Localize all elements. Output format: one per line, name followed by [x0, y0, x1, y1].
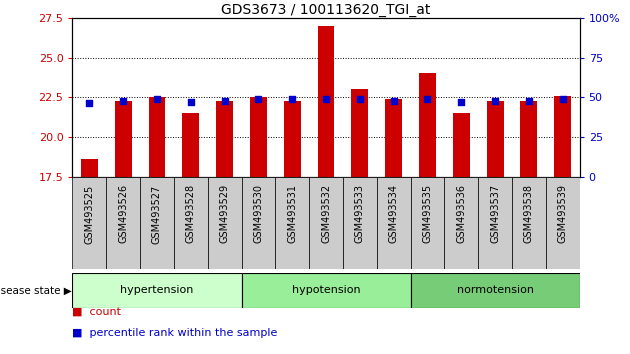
Bar: [284, 101, 301, 177]
Text: GSM493529: GSM493529: [220, 184, 229, 244]
Point: [118, 98, 129, 103]
Text: GSM493527: GSM493527: [152, 184, 162, 244]
Text: GSM493528: GSM493528: [186, 184, 196, 244]
Bar: [182, 113, 199, 177]
Text: GSM493536: GSM493536: [456, 184, 466, 243]
Bar: [81, 159, 98, 177]
FancyBboxPatch shape: [275, 177, 309, 269]
Bar: [486, 101, 503, 177]
Bar: [411, 273, 580, 308]
Point: [456, 99, 466, 105]
FancyBboxPatch shape: [140, 177, 174, 269]
Text: GSM493526: GSM493526: [118, 184, 128, 244]
Bar: [241, 273, 411, 308]
Bar: [115, 101, 132, 177]
Bar: [149, 97, 166, 177]
Bar: [352, 89, 369, 177]
Bar: [554, 96, 571, 177]
Point: [220, 98, 230, 103]
Text: normotension: normotension: [457, 285, 534, 295]
Text: GSM493535: GSM493535: [423, 184, 432, 244]
Text: GSM493533: GSM493533: [355, 184, 365, 243]
FancyBboxPatch shape: [411, 177, 444, 269]
Text: ■  percentile rank within the sample: ■ percentile rank within the sample: [72, 328, 278, 338]
Point: [287, 96, 297, 102]
Point: [389, 98, 399, 103]
Text: GSM493537: GSM493537: [490, 184, 500, 244]
Bar: [250, 97, 267, 177]
Point: [253, 96, 263, 102]
Point: [355, 96, 365, 102]
FancyBboxPatch shape: [478, 177, 512, 269]
Point: [84, 100, 94, 106]
Point: [490, 98, 500, 103]
Text: GSM493525: GSM493525: [84, 184, 94, 244]
Title: GDS3673 / 100113620_TGI_at: GDS3673 / 100113620_TGI_at: [221, 3, 431, 17]
Point: [321, 96, 331, 102]
FancyBboxPatch shape: [444, 177, 478, 269]
Point: [423, 96, 433, 102]
Point: [524, 98, 534, 103]
Bar: [453, 113, 470, 177]
FancyBboxPatch shape: [546, 177, 580, 269]
Text: GSM493538: GSM493538: [524, 184, 534, 243]
Point: [152, 96, 162, 102]
FancyBboxPatch shape: [72, 177, 106, 269]
FancyBboxPatch shape: [309, 177, 343, 269]
Point: [558, 96, 568, 102]
Text: GSM493531: GSM493531: [287, 184, 297, 243]
FancyBboxPatch shape: [377, 177, 411, 269]
FancyBboxPatch shape: [106, 177, 140, 269]
Bar: [72, 273, 241, 308]
Text: hypotension: hypotension: [292, 285, 360, 295]
Bar: [419, 73, 436, 177]
Bar: [385, 99, 402, 177]
Text: GSM493530: GSM493530: [253, 184, 263, 243]
FancyBboxPatch shape: [512, 177, 546, 269]
Bar: [318, 25, 335, 177]
FancyBboxPatch shape: [174, 177, 208, 269]
Text: GSM493534: GSM493534: [389, 184, 399, 243]
FancyBboxPatch shape: [208, 177, 241, 269]
FancyBboxPatch shape: [343, 177, 377, 269]
Text: disease state ▶: disease state ▶: [0, 285, 72, 295]
Text: GSM493532: GSM493532: [321, 184, 331, 244]
Point: [186, 99, 196, 105]
Text: hypertension: hypertension: [120, 285, 193, 295]
Bar: [520, 101, 537, 177]
Bar: [216, 101, 233, 177]
FancyBboxPatch shape: [241, 177, 275, 269]
Text: GSM493539: GSM493539: [558, 184, 568, 243]
Text: ■  count: ■ count: [72, 307, 122, 316]
